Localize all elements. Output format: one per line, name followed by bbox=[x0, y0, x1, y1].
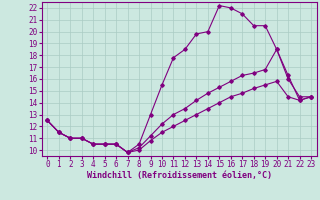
X-axis label: Windchill (Refroidissement éolien,°C): Windchill (Refroidissement éolien,°C) bbox=[87, 171, 272, 180]
